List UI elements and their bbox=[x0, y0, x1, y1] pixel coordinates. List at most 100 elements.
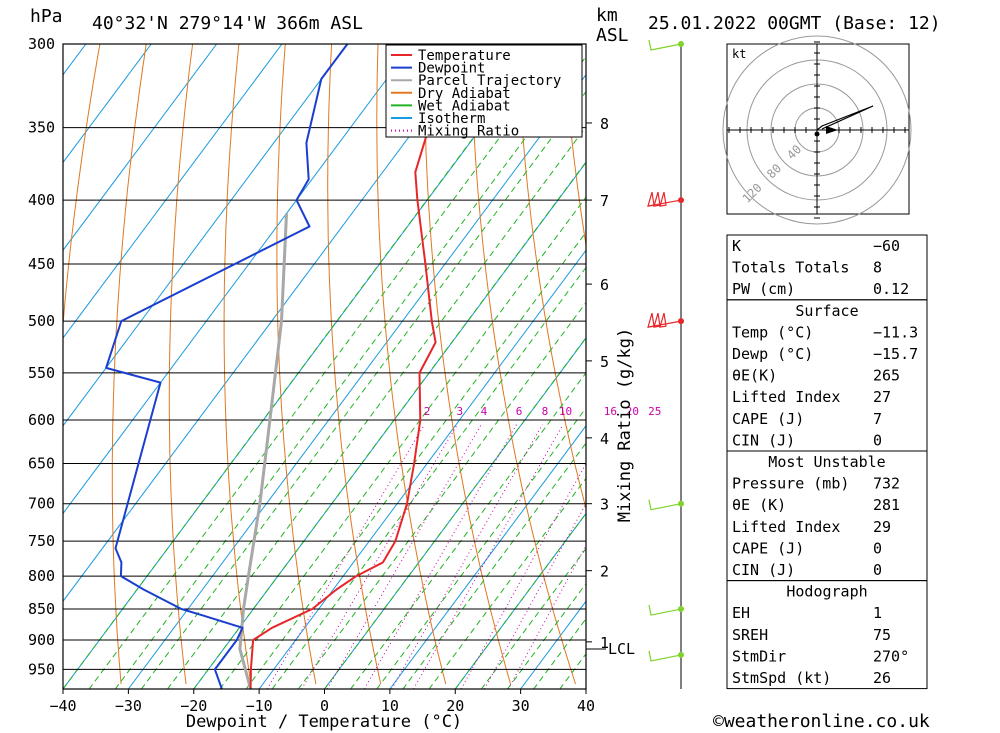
wind-barb bbox=[648, 39, 682, 51]
mixing-ratio-label: 6 bbox=[516, 405, 523, 418]
table-row-value: 29 bbox=[873, 518, 891, 536]
height-unit-asl: ASL bbox=[596, 25, 629, 46]
copyright-footer: ©weatheronline.co.uk bbox=[713, 711, 930, 732]
mixing-ratio-line bbox=[326, 424, 482, 689]
isotherm-line bbox=[63, 44, 218, 252]
table-row-value: 26 bbox=[873, 669, 891, 687]
datetime-title: 25.01.2022 00GMT (Base: 12) bbox=[648, 13, 941, 34]
wind-barb bbox=[648, 650, 682, 662]
isotherm-line bbox=[389, 424, 586, 689]
table-row-value: 75 bbox=[873, 626, 891, 644]
mixing-ratio-label: 2 bbox=[424, 405, 431, 418]
dry-adiabat-line bbox=[516, 44, 586, 511]
x-tick-label: 20 bbox=[446, 697, 464, 715]
isotherm-line bbox=[63, 44, 414, 515]
lcl-label: LCL bbox=[608, 640, 635, 658]
mixing-ratio-label: 4 bbox=[481, 405, 488, 418]
table-row-label: CAPE (J) bbox=[732, 410, 804, 428]
mixing-ratio-label: 3 bbox=[457, 405, 464, 418]
table-row-value: 0 bbox=[873, 561, 882, 579]
height-tick-label: 8 bbox=[600, 115, 609, 133]
table-row-value: 265 bbox=[873, 367, 900, 385]
location-title: 40°32'N 279°14'W 366m ASL bbox=[92, 13, 363, 34]
dry-adiabat-line bbox=[470, 44, 576, 685]
dry-adiabat-line bbox=[111, 44, 147, 685]
height-tick-label: 6 bbox=[600, 276, 609, 294]
table-row-label: θE (K) bbox=[732, 496, 786, 514]
hodograph-ring bbox=[722, 35, 912, 225]
pressure-tick-label: 950 bbox=[28, 660, 55, 678]
parcel-trajectory-profile bbox=[238, 213, 288, 689]
table-row-value: 281 bbox=[873, 496, 900, 514]
table-section-title: Hodograph bbox=[786, 583, 867, 601]
x-tick-label: 30 bbox=[512, 697, 530, 715]
pressure-unit-label: hPa bbox=[30, 6, 63, 27]
height-tick-label: 2 bbox=[600, 563, 609, 581]
wind-barb bbox=[647, 312, 682, 328]
mixing-ratio-label: 20 bbox=[626, 405, 639, 418]
legend-entry: Parcel Trajectory bbox=[418, 73, 561, 89]
wet-adiabat-line bbox=[271, 266, 586, 689]
legend-entry: Mixing Ratio bbox=[418, 124, 519, 140]
wind-barb bbox=[648, 604, 682, 616]
table-row-label: θE(K) bbox=[732, 367, 777, 385]
table-row-value: 27 bbox=[873, 388, 891, 406]
table-row-label: CIN (J) bbox=[732, 561, 795, 579]
dry-adiabat-line bbox=[223, 44, 252, 685]
pressure-tick-label: 900 bbox=[28, 631, 55, 649]
pressure-tick-label: 400 bbox=[28, 191, 55, 209]
table-row-label: Temp (°C) bbox=[732, 323, 813, 341]
mixing-ratio-line bbox=[507, 544, 586, 689]
height-tick-label: 3 bbox=[600, 496, 609, 514]
mixing-ratio-label: 25 bbox=[648, 405, 661, 418]
hodograph-origin bbox=[814, 131, 820, 137]
dry-adiabat-line bbox=[63, 44, 101, 330]
table-row-label: Dewp (°C) bbox=[732, 345, 813, 363]
dry-adiabat-line bbox=[562, 44, 586, 249]
mixing-ratio-labels: 2 3 4 6 8 10 16 20 25 bbox=[424, 405, 662, 418]
height-tick-label: 4 bbox=[600, 430, 609, 448]
storm-motion-arrow bbox=[826, 126, 838, 134]
x-tick-label: −40 bbox=[49, 697, 76, 715]
table-row-label: Lifted Index bbox=[732, 388, 840, 406]
table-row-label: Totals Totals bbox=[732, 259, 849, 277]
table-row-value: −11.3 bbox=[873, 323, 918, 341]
x-axis-title: Dewpoint / Temperature (°C) bbox=[186, 712, 462, 732]
table-row-value: 8 bbox=[873, 259, 882, 277]
x-tick-label: −30 bbox=[115, 697, 142, 715]
dry-adiabat-line bbox=[0, 44, 7, 684]
wind-barb bbox=[648, 499, 682, 511]
table-row-label: CAPE (J) bbox=[732, 539, 804, 557]
legend-entry: Dewpoint bbox=[418, 61, 485, 77]
table-section-title: Most Unstable bbox=[768, 453, 885, 471]
isotherm-line bbox=[127, 73, 586, 689]
pressure-tick-label: 750 bbox=[28, 532, 55, 550]
table-row-value: −60 bbox=[873, 237, 900, 255]
x-tick-label: 40 bbox=[577, 697, 595, 715]
pressure-tick-label: 450 bbox=[28, 255, 55, 273]
sounding-profiles bbox=[105, 44, 444, 689]
isotherm-line bbox=[63, 44, 283, 339]
dewpoint-profile bbox=[105, 44, 349, 689]
table-row-label: K bbox=[732, 237, 741, 255]
wet-adiabat-line bbox=[454, 512, 586, 689]
table-row-value: 0 bbox=[873, 539, 882, 557]
legend-entry: Wet Adiabat bbox=[418, 98, 511, 114]
pressure-tick-label: 600 bbox=[28, 411, 55, 429]
wet-adiabat-line bbox=[428, 477, 586, 689]
dry-adiabat-line bbox=[934, 44, 1000, 684]
dry-adiabat-line bbox=[168, 44, 194, 685]
wet-adiabat-line bbox=[480, 547, 586, 689]
pressure-tick-label: 850 bbox=[28, 600, 55, 618]
table-row-label: EH bbox=[732, 604, 750, 622]
table-row-label: StmSpd (kt) bbox=[732, 669, 831, 687]
wind-profile bbox=[647, 39, 684, 689]
isotherm-line bbox=[63, 44, 479, 603]
mixing-ratio-label: 8 bbox=[542, 405, 549, 418]
x-tick-label: 10 bbox=[381, 697, 399, 715]
x-tick-label: −10 bbox=[246, 697, 273, 715]
wet-adiabat-line bbox=[533, 617, 586, 689]
